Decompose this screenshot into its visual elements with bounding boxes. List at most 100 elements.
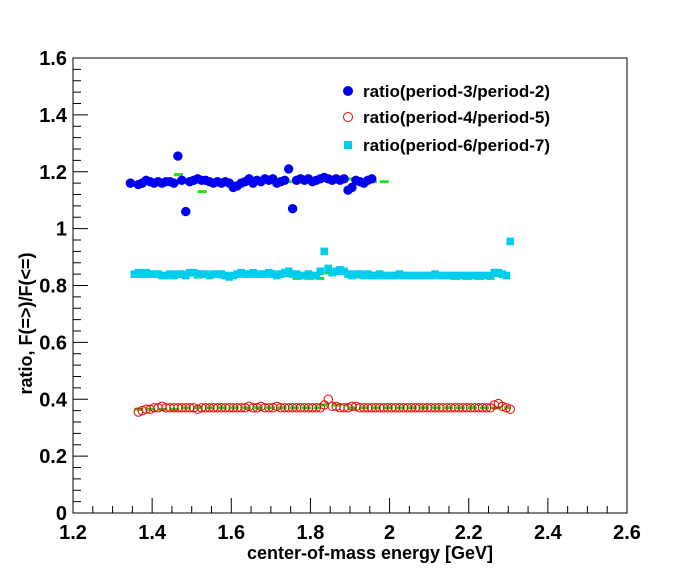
data-point: [316, 267, 325, 276]
data-point: [490, 268, 499, 277]
data-point: [169, 178, 179, 188]
data-series: [125, 151, 515, 417]
data-point: [364, 270, 372, 278]
x-tick-label: 2.4: [534, 522, 563, 544]
data-point: [158, 271, 166, 280]
data-point: [283, 164, 294, 174]
x-tick-label: 2.6: [613, 522, 641, 544]
legend-entry-period-4-5: ratio(period-4/period-5): [343, 108, 550, 127]
data-point: [225, 273, 234, 281]
data-point: [356, 270, 364, 278]
data-point: [427, 271, 435, 280]
y-tick-label: 0.4: [39, 389, 68, 411]
data-point: [269, 270, 277, 278]
legend: ratio(period-3/period-2) ratio(period-4/…: [343, 82, 550, 155]
data-point: [340, 267, 348, 276]
data-point: [154, 270, 162, 278]
legend-marker-period-6-7: [344, 141, 352, 149]
data-point: [287, 204, 298, 214]
data-point: [501, 403, 512, 413]
y-tick-label: 1: [56, 219, 67, 241]
data-point: [336, 266, 344, 274]
data-point: [474, 271, 483, 280]
data-point: [177, 175, 187, 185]
data-point: [415, 271, 424, 280]
legend-marker-period-4-5: [343, 112, 353, 122]
data-point: [134, 268, 143, 277]
data-point: [142, 268, 151, 277]
data-point: [296, 271, 305, 280]
data-point: [185, 268, 194, 277]
y-tick-label: 0.2: [39, 446, 67, 468]
data-point: [332, 267, 340, 276]
y-tick-label: 0.6: [39, 332, 67, 354]
data-point: [360, 271, 368, 280]
data-point: [506, 237, 515, 246]
data-point: [443, 271, 451, 280]
data-point: [419, 271, 428, 280]
data-point: [348, 271, 356, 280]
data-point: [221, 271, 230, 280]
data-point: [478, 271, 487, 280]
data-point: [173, 151, 183, 161]
y-axis-title: ratio, F(=>)/F(<=): [16, 252, 36, 394]
data-point: [257, 270, 265, 278]
data-point: [280, 175, 290, 185]
data-point: [276, 270, 285, 278]
data-point: [312, 271, 321, 280]
data-point: [178, 270, 186, 278]
data-point: [125, 178, 136, 188]
y-tick-label: 0: [56, 503, 67, 525]
data-point: [138, 270, 147, 278]
data-point: [284, 267, 293, 276]
data-point: [166, 270, 174, 278]
data-point: [367, 271, 376, 280]
data-point: [213, 270, 222, 278]
data-point: [462, 271, 471, 280]
data-point: [379, 271, 388, 280]
data-point: [130, 270, 139, 278]
data-point: [146, 270, 154, 278]
x-axis: 1.2 1.4 1.6 1.8 2 2.2 2.4 2.6: [59, 498, 641, 544]
y-tick-label: 1.6: [39, 48, 67, 70]
data-point: [181, 271, 190, 280]
data-point: [265, 268, 273, 277]
data-point: [371, 271, 380, 280]
data-point: [245, 270, 253, 278]
data-point: [162, 271, 170, 280]
data-point: [344, 270, 352, 278]
data-point: [328, 268, 336, 277]
series-2: [130, 237, 515, 281]
data-point: [455, 271, 463, 280]
data-point: [324, 264, 333, 273]
legend-label-period-3-2: ratio(period-3/period-2): [363, 82, 550, 101]
data-point: [323, 394, 333, 404]
x-tick-label: 1.2: [59, 522, 87, 544]
data-point: [201, 270, 210, 278]
data-point: [253, 270, 261, 278]
data-point: [170, 271, 178, 280]
x-tick-label: 2: [384, 522, 395, 544]
data-point: [217, 270, 226, 278]
data-point: [470, 271, 479, 280]
data-point: [411, 271, 420, 280]
series-0: [125, 151, 377, 217]
data-point: [174, 270, 182, 278]
data-point: [205, 271, 214, 280]
data-point: [498, 270, 507, 278]
x-axis-title: center-of-mass energy [GeV]: [247, 543, 493, 563]
data-point: [288, 270, 297, 278]
y-tick-label: 1.2: [39, 162, 67, 184]
data-point: [395, 270, 404, 278]
data-point: [451, 271, 459, 280]
data-point: [423, 271, 431, 280]
data-point: [197, 270, 206, 278]
data-point: [439, 271, 447, 280]
data-point: [403, 271, 412, 280]
x-tick-label: 1.4: [138, 522, 167, 544]
data-point: [189, 268, 198, 277]
data-point: [367, 174, 377, 184]
legend-label-period-4-5: ratio(period-4/period-5): [363, 108, 550, 127]
